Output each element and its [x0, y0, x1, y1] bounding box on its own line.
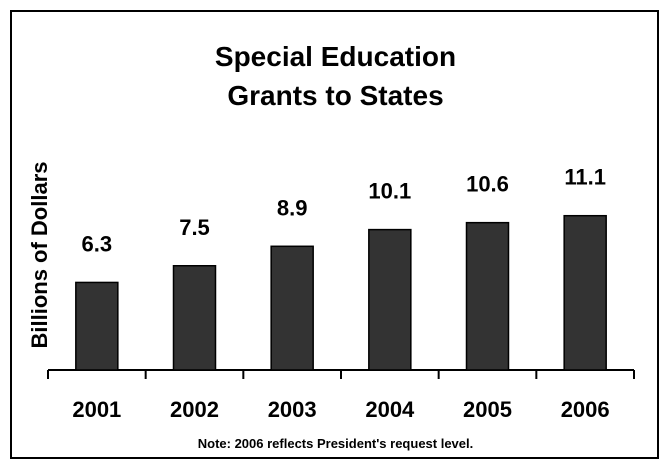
bar-2004 [368, 228, 412, 371]
bar-2001 [75, 281, 119, 371]
x-tick-label-2004: 2004 [365, 397, 415, 422]
data-label-2005: 10.6 [466, 172, 509, 197]
chart-note: Note: 2006 reflects President's request … [197, 436, 474, 451]
data-label-2003: 8.9 [277, 195, 308, 220]
chart-frame [10, 10, 659, 459]
data-label-2002: 7.5 [179, 215, 210, 240]
x-tick-label-2002: 2002 [170, 397, 219, 422]
data-label-2004: 10.1 [368, 179, 411, 204]
bar-2002 [172, 265, 217, 371]
chart-title-line1: Special Education [214, 41, 457, 72]
data-label-2006: 11.1 [564, 165, 606, 190]
x-tick-label-2005: 2005 [463, 397, 512, 422]
chart-title-line2: Grants to States [227, 80, 444, 111]
bar-2006 [563, 214, 607, 371]
x-tick-label-2006: 2006 [561, 397, 610, 422]
bar-2005 [465, 221, 510, 371]
bar-2003 [270, 245, 314, 371]
x-tick-label-2001: 2001 [72, 397, 121, 422]
x-tick-label-2003: 2003 [268, 397, 317, 422]
data-label-2001: 6.3 [82, 231, 113, 256]
